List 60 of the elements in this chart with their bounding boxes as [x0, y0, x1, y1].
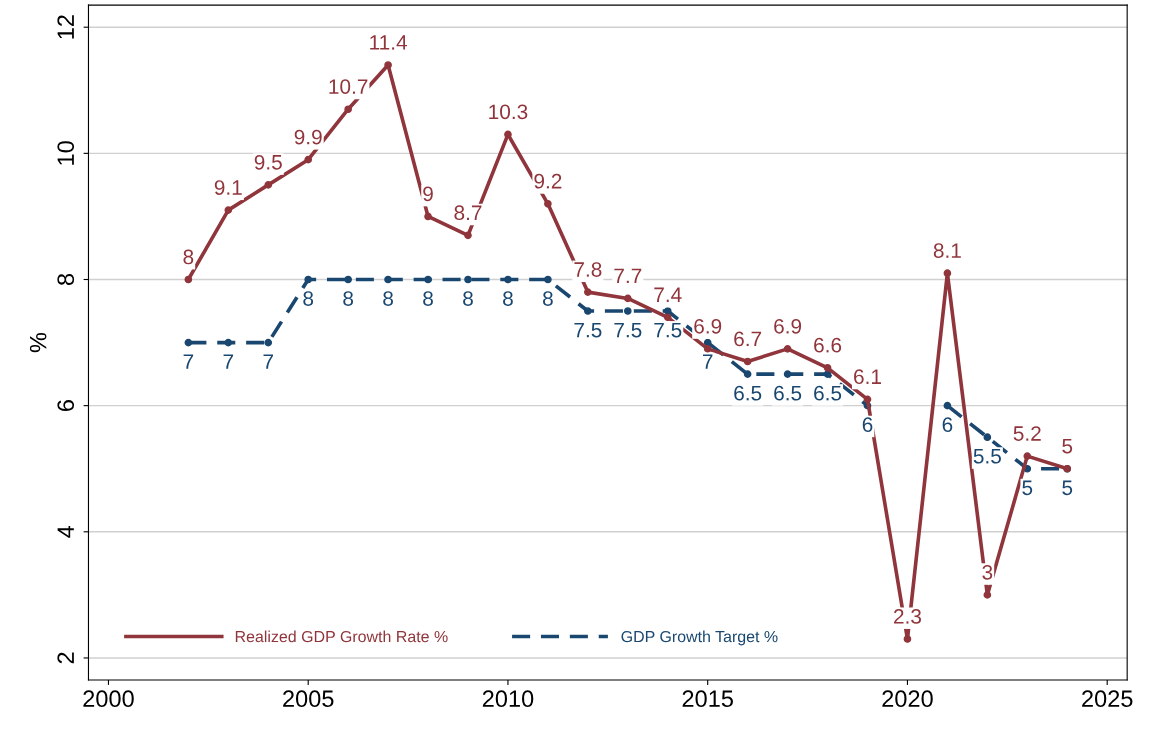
- data-label: 10.3: [489, 104, 528, 120]
- x-tick-label: 2015: [682, 690, 733, 708]
- data-label: 8: [543, 291, 553, 306]
- data-label: 8: [343, 291, 354, 306]
- data-label: 6.6: [814, 337, 842, 353]
- data-label: 8: [303, 291, 314, 306]
- data-label: 5: [1022, 480, 1033, 496]
- data-label: 6.1: [854, 369, 881, 385]
- data-label: 8: [183, 249, 194, 265]
- data-label: 7: [263, 354, 273, 369]
- data-label: 6.5: [814, 385, 842, 401]
- y-tick-label: 2: [57, 652, 74, 664]
- data-label: 7: [702, 354, 713, 369]
- y-tick-label: 12: [57, 15, 74, 39]
- data-label: 6.5: [734, 385, 762, 401]
- x-tick-label: 2010: [482, 690, 534, 708]
- data-label: 8: [463, 291, 473, 306]
- data-label: 5.5: [973, 449, 1001, 464]
- text: GDP Growth Target %: [621, 630, 778, 646]
- data-label: 7.7: [614, 268, 642, 283]
- data-label: 9.1: [214, 180, 242, 195]
- x-tick-label: 2000: [83, 690, 134, 708]
- y-tick-label: 6: [57, 400, 75, 412]
- text: Realized GDP Growth Rate %: [235, 630, 448, 643]
- data-label: 8.7: [454, 205, 482, 221]
- y-tick-label: 8: [57, 273, 75, 286]
- data-label: 7.8: [574, 262, 602, 277]
- y-tick-label: 4: [57, 525, 74, 538]
- data-label: 6.9: [694, 318, 722, 334]
- data-label: 6.5: [774, 385, 802, 401]
- y-axis-title: %: [29, 332, 47, 353]
- x-tick-label: 2005: [283, 690, 334, 708]
- data-label: 9.2: [534, 173, 562, 189]
- data-label: 11.4: [370, 35, 407, 50]
- y-tick-label: 10: [57, 141, 75, 165]
- data-label: 7.5: [654, 322, 682, 338]
- data-label: 10.7: [329, 79, 368, 94]
- data-label: 6.7: [734, 331, 762, 347]
- data-label: 7.5: [574, 322, 602, 338]
- data-label: 5.2: [1013, 426, 1041, 441]
- data-label: 2.3: [894, 609, 922, 624]
- x-tick-label: 2020: [882, 690, 933, 708]
- data-label: 9: [423, 186, 433, 202]
- data-label: 5: [1062, 480, 1073, 496]
- data-label: 9.5: [254, 154, 282, 170]
- data-label: 8: [383, 291, 393, 306]
- data-label: 7.5: [614, 322, 642, 338]
- data-label: 5: [1062, 438, 1073, 454]
- data-label: 9.9: [294, 129, 322, 145]
- data-label: 8: [423, 291, 433, 306]
- data-label: 7: [183, 354, 194, 369]
- data-label: 8: [503, 291, 513, 306]
- data-label: 7: [223, 354, 234, 369]
- x-tick-label: 2025: [1082, 690, 1133, 708]
- data-label: 8.1: [933, 243, 961, 258]
- data-label: 6: [942, 417, 953, 433]
- data-label: 6: [862, 417, 873, 433]
- data-label: 3: [982, 564, 993, 580]
- data-label: 7.4: [654, 287, 682, 302]
- data-label: 6.9: [774, 318, 802, 334]
